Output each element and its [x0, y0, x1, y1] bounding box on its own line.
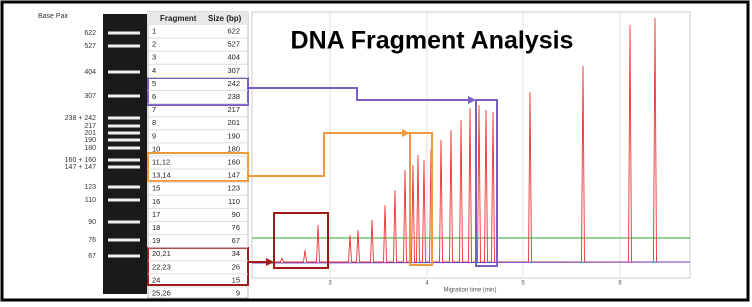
- table-cell: 15: [232, 275, 240, 284]
- gel-band: [108, 239, 140, 242]
- table-cell: 67: [232, 236, 240, 245]
- gel-label: 90: [88, 219, 96, 226]
- gel-band: [108, 186, 140, 189]
- table-cell: 16: [152, 197, 160, 206]
- gel-band: [108, 71, 140, 74]
- gel-label: 123: [84, 184, 96, 191]
- table-cell: 238: [227, 92, 240, 101]
- table-cell: 76: [232, 223, 240, 232]
- gel-band: [108, 221, 140, 224]
- table-cell: 13,14: [152, 171, 171, 180]
- gel-band: [108, 147, 140, 150]
- gel-band: [108, 139, 140, 142]
- figure: Base Pair Fragment Size (bp) DNA Fragmen…: [0, 0, 752, 302]
- table-header: Size (bp): [208, 14, 242, 23]
- gel-band: [108, 117, 140, 120]
- table-cell: 20,21: [152, 249, 171, 258]
- table-cell: 242: [227, 79, 240, 88]
- gel-label: 147 + 147: [65, 164, 96, 171]
- gel-band: [108, 32, 140, 35]
- gel-band: [108, 159, 140, 162]
- gel-label: 67: [88, 253, 96, 260]
- x-axis-label: Migration time (min): [443, 288, 496, 294]
- table-cell: 180: [227, 144, 240, 153]
- gel-band: [108, 132, 140, 135]
- table-cell: 622: [227, 26, 240, 35]
- table-cell: 110: [228, 197, 240, 206]
- table-cell: 25,26: [152, 288, 171, 297]
- table-cell: 147: [227, 171, 240, 180]
- gel-label: 180: [84, 145, 96, 152]
- table-cell: 10: [152, 144, 160, 153]
- gel-band: [108, 45, 140, 48]
- table-cell: 4: [152, 66, 156, 75]
- table-header: Fragment: [160, 14, 197, 23]
- gel-label: 307: [84, 93, 96, 100]
- gel-label: 160 + 160: [65, 157, 96, 164]
- plot-title: DNA Fragment Analysis: [291, 27, 574, 55]
- table-cell: 18: [152, 223, 160, 232]
- gel-label: 527: [84, 43, 96, 50]
- table-cell: 5: [152, 79, 156, 88]
- table-cell: 3: [152, 53, 156, 62]
- gel-label: 190: [84, 137, 96, 144]
- table-cell: 34: [232, 249, 240, 258]
- gel-band: [108, 95, 140, 98]
- table-cell: 123: [227, 184, 240, 193]
- table-cell: 7: [152, 105, 156, 114]
- gel-title: Base Pair: [38, 13, 69, 20]
- table-cell: 15: [152, 184, 160, 193]
- table-cell: 24: [152, 275, 160, 284]
- table-cell: 9: [236, 288, 240, 297]
- table-cell: 160: [227, 157, 240, 166]
- table-cell: 22,23: [152, 262, 171, 271]
- table-cell: 201: [227, 118, 240, 127]
- gel-label: 201: [84, 130, 96, 137]
- table-cell: 9: [152, 131, 156, 140]
- table-cell: 11,12: [152, 157, 170, 166]
- gel-label: 238 + 242: [65, 115, 96, 122]
- gel-band: [108, 199, 140, 202]
- table-cell: 404: [227, 53, 240, 62]
- table-cell: 19: [152, 236, 160, 245]
- gel-label: 404: [84, 69, 96, 76]
- table-cell: 527: [227, 40, 240, 49]
- table-cell: 2: [152, 40, 156, 49]
- table-cell: 190: [227, 131, 240, 140]
- gel-label: 217: [84, 123, 96, 130]
- table-cell: 1: [152, 26, 156, 35]
- table-cell: 26: [232, 262, 240, 271]
- table-cell: 8: [152, 118, 156, 127]
- table-cell: 90: [232, 210, 240, 219]
- gel-band: [108, 166, 140, 169]
- table-cell: 307: [227, 66, 240, 75]
- gel-label: 110: [85, 197, 96, 204]
- gel-band: [108, 255, 140, 258]
- gel-label: 622: [84, 30, 96, 37]
- table-cell: 17: [152, 210, 160, 219]
- gel: [103, 14, 147, 294]
- gel-label: 76: [88, 237, 96, 244]
- table-cell: 217: [227, 105, 240, 114]
- table-cell: 6: [152, 92, 156, 101]
- gel-band: [108, 125, 140, 128]
